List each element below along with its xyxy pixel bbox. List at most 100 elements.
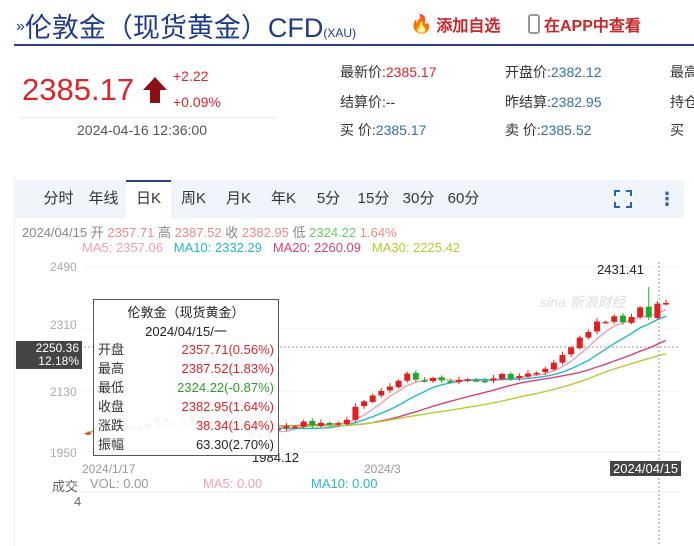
tab-1[interactable]: 年线	[88, 190, 119, 207]
field-label: 买	[670, 122, 684, 138]
quote-field: 最高	[670, 62, 694, 82]
row-label: 振幅	[98, 437, 125, 452]
ma-info: MA5: 2357.06 MA10: 2332.29 MA20: 2260.09…	[82, 240, 460, 255]
row-label: 开盘	[98, 342, 125, 357]
fire-icon: 🔥	[410, 13, 433, 34]
divider	[14, 44, 694, 46]
ohlc-tooltip: 伦敦金（现货黄金） 2024/04/15/一 开盘 2357.71(0.56%) 最…	[93, 299, 279, 456]
candle-body	[438, 377, 445, 381]
quote-field: 最新价:2385.17	[340, 62, 437, 82]
tooltip-row: 涨跌 38.34(1.64%)	[98, 416, 274, 435]
candle-body	[300, 421, 307, 427]
candle-body	[490, 378, 497, 381]
tab-4[interactable]: 月K	[225, 190, 251, 207]
field-label: 开盘价:	[505, 64, 551, 80]
row-value: 2387.52(1.83%)	[181, 361, 274, 376]
tab-2[interactable]: 日K	[126, 180, 171, 218]
candle-body	[542, 368, 549, 373]
field-label: 持仓	[670, 94, 694, 110]
field-value: 2385.52	[540, 122, 592, 138]
candle-body	[85, 432, 91, 435]
field-label: 昨结算:	[505, 94, 551, 110]
candle-body	[654, 303, 661, 319]
crosshair-price-label: 2250.36 12.18%	[16, 341, 82, 369]
title-text: 伦敦金（现货黄金）CFD	[24, 13, 324, 43]
tab-7[interactable]: 15分	[357, 190, 390, 207]
quote-time: 2024-04-16 12:36:00	[77, 122, 207, 138]
candle-body	[335, 423, 342, 425]
y-tick: 2130	[50, 385, 77, 399]
candle-body	[317, 422, 324, 426]
candle-body	[619, 315, 626, 323]
last-price: 2385.17	[22, 72, 135, 107]
x-tick: 2024/3	[364, 462, 401, 476]
field-label: 最高	[670, 64, 694, 80]
tab-6[interactable]: 5分	[316, 190, 341, 207]
candle-body	[602, 321, 609, 324]
candle-body	[386, 386, 393, 391]
crosshair-pct: 12.18%	[38, 354, 79, 368]
tooltip-row: 开盘 2357.71(0.56%)	[98, 340, 274, 359]
tooltip-date: 2024/04/15/一	[145, 324, 227, 339]
tab-0[interactable]: 分时	[43, 190, 74, 207]
candle-body	[637, 307, 644, 318]
candle-body	[499, 373, 506, 380]
add-watchlist-button[interactable]: 🔥 添加自选	[410, 12, 500, 36]
field-value: --	[385, 94, 396, 110]
candle-body	[473, 380, 480, 382]
tooltip-row: 最低 2324.22(-0.87%)	[98, 378, 274, 397]
crosshair-date-label: 2024/04/15	[610, 461, 682, 476]
row-label: 最低	[98, 380, 125, 395]
candle-body	[455, 380, 462, 383]
candle-body	[585, 332, 592, 338]
chart-panel	[14, 176, 694, 546]
quote-field: 结算价:--	[340, 92, 395, 112]
tab-3[interactable]: 周K	[180, 190, 206, 207]
quote-field: 昨结算:2382.95	[505, 92, 602, 112]
change-percent: +0.09%	[173, 94, 221, 110]
row-value: 38.34(1.64%)	[195, 418, 274, 433]
quote-field: 买 价:2385.17	[340, 120, 426, 140]
volume-label: 成交	[52, 479, 79, 494]
divider	[20, 117, 276, 118]
ma30-value: MA30: 2225.42	[371, 240, 461, 255]
y-tick: 1950	[50, 446, 77, 460]
candle-body	[430, 378, 437, 382]
tab-9[interactable]: 60分	[447, 190, 480, 207]
candle-body	[645, 306, 652, 318]
quote-field: 持仓	[670, 92, 694, 112]
candle-body	[568, 347, 575, 355]
candle-body	[559, 355, 566, 363]
candle-body	[481, 380, 488, 383]
phone-icon	[528, 14, 540, 34]
field-label: 买 价:	[340, 122, 376, 138]
candle-body	[576, 337, 583, 349]
close-label: 收	[225, 225, 239, 240]
sina-watermark-logo: sina 新浪财经	[540, 294, 626, 310]
volume-unit: 4	[74, 494, 82, 509]
row-value: 63.30(2.70%)	[195, 437, 274, 452]
vol-ma10: MA10: 0.00	[311, 476, 378, 491]
tab-5[interactable]: 年K	[270, 190, 296, 207]
view-in-app-button[interactable]: 在APP中查看	[528, 12, 641, 36]
tooltip-name: 伦敦金（现货黄金）	[127, 305, 245, 320]
candle-body	[404, 373, 411, 381]
pct-value: 1.64%	[359, 225, 397, 240]
field-label: 结算价:	[340, 94, 386, 110]
candle-body	[326, 422, 333, 425]
vol-ma5: MA5: 0.00	[203, 476, 263, 491]
candle-body	[447, 381, 454, 383]
high-value: 2387.52	[174, 225, 222, 240]
instrument-code: (XAU)	[323, 26, 357, 40]
fullscreen-icon[interactable]	[614, 190, 632, 208]
candle-body	[507, 373, 514, 379]
close-value: 2382.95	[241, 225, 289, 240]
field-value: 2385.17	[385, 64, 437, 80]
candle-body	[378, 391, 385, 396]
more-icon[interactable]: ⋮	[658, 188, 676, 209]
candle-body	[628, 317, 635, 323]
up-arrow-icon	[143, 77, 167, 103]
view-app-label: 在APP中查看	[544, 18, 641, 35]
field-value: 2382.12	[550, 64, 602, 80]
tab-8[interactable]: 30分	[402, 190, 435, 207]
